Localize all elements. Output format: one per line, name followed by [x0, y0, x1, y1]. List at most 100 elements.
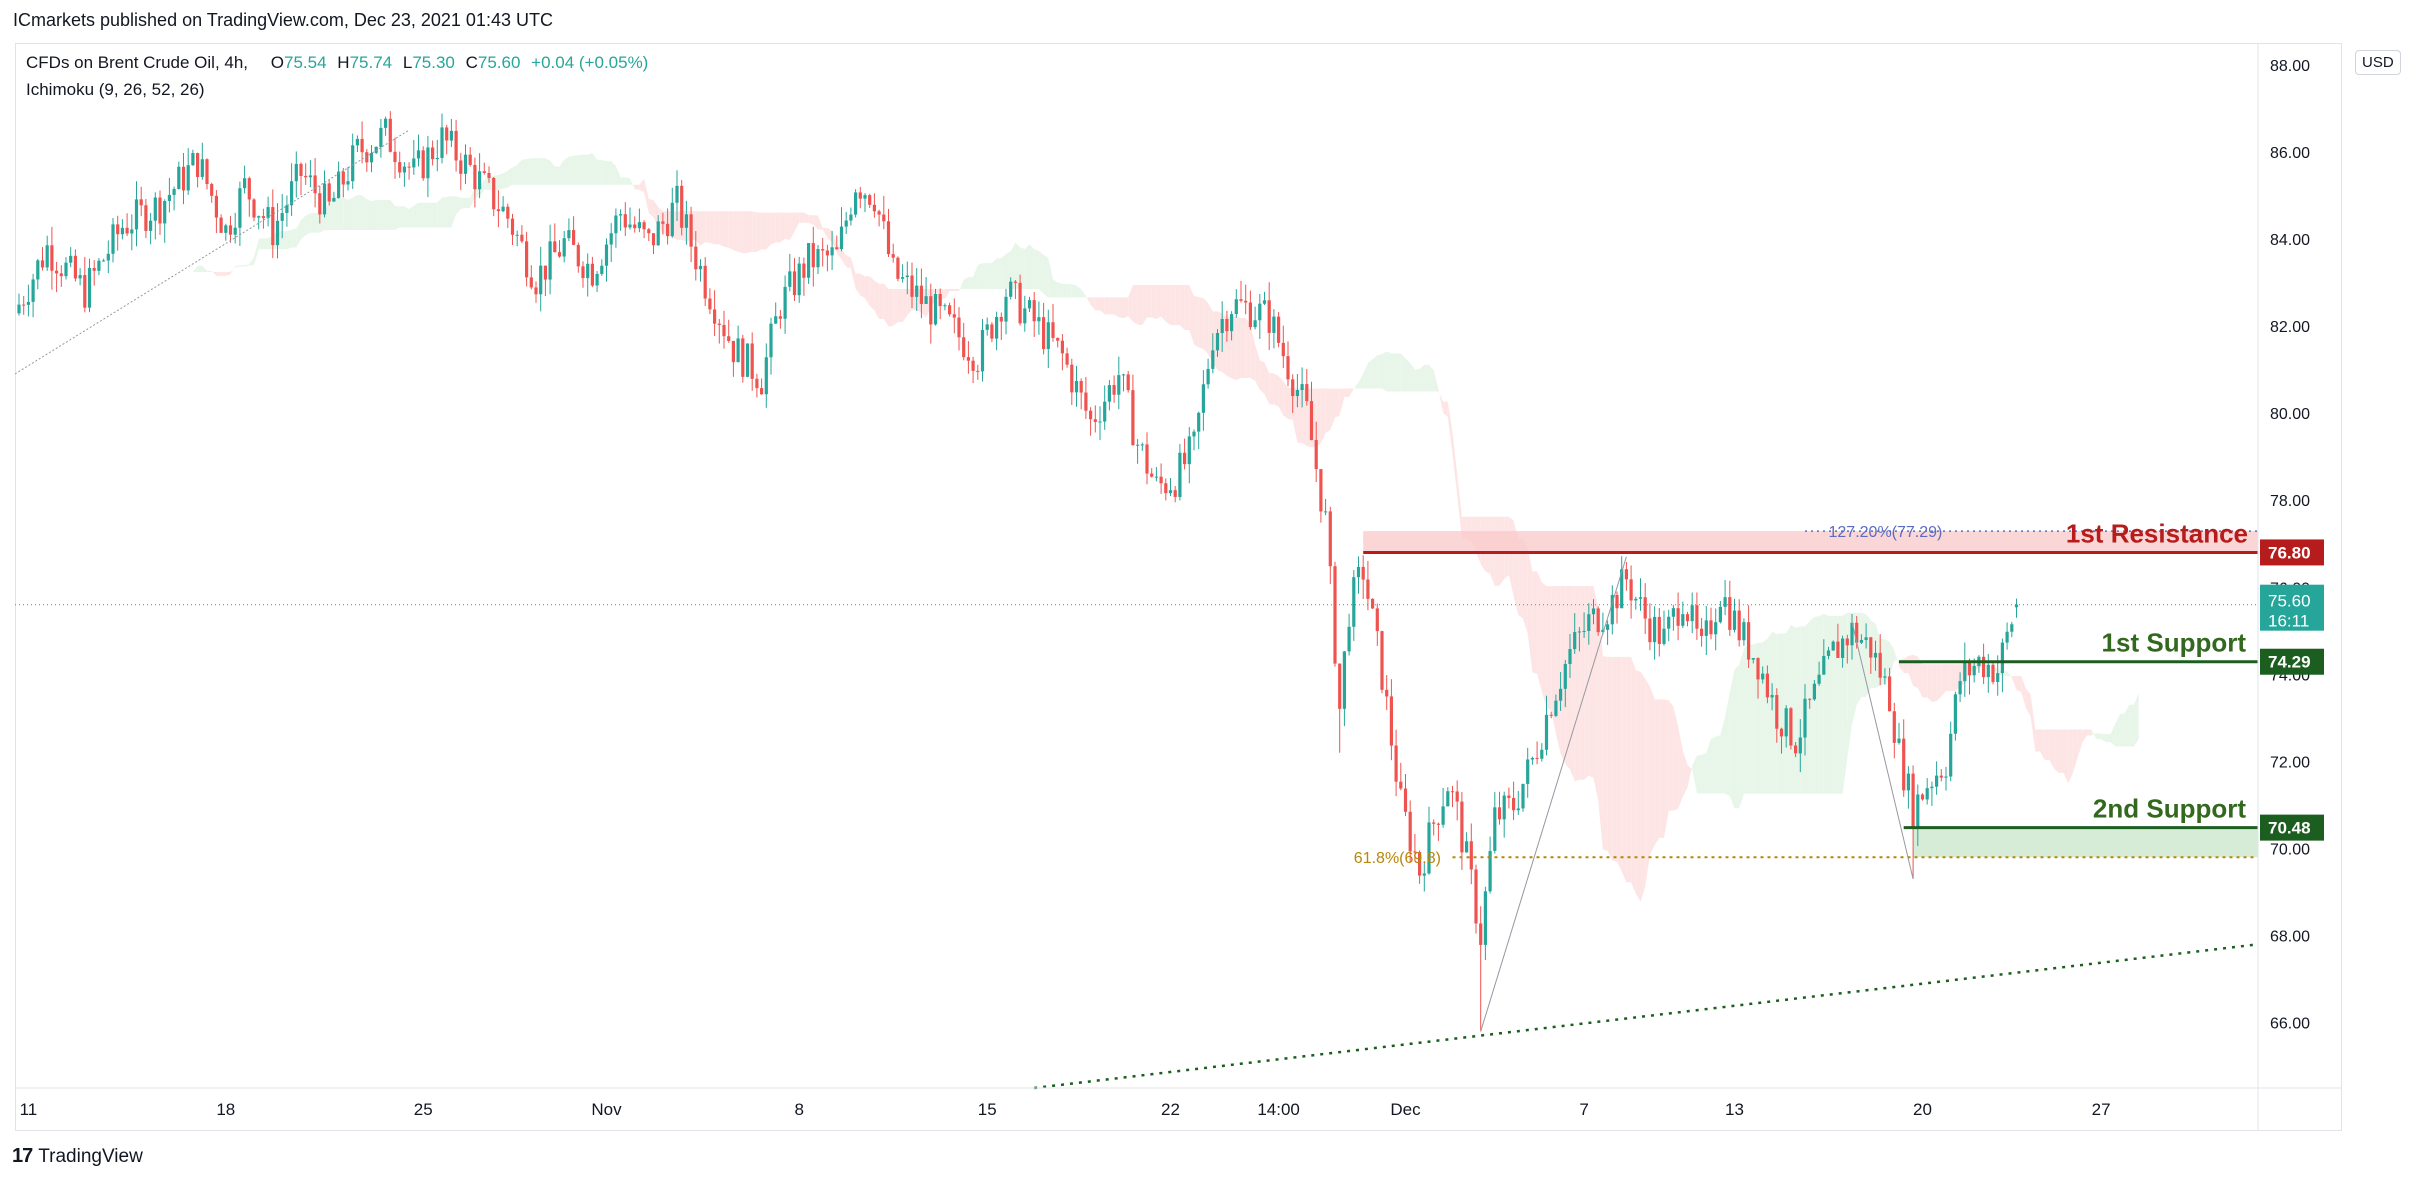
candle-body — [1098, 421, 1102, 423]
candle-body — [1845, 638, 1849, 646]
candle-body — [1136, 444, 1140, 446]
candle-body — [1145, 444, 1149, 474]
ichimoku-cloud-segment — [841, 248, 847, 268]
candle-body — [186, 165, 190, 191]
candle-body — [1206, 368, 1210, 385]
ichimoku-cloud-segment — [700, 211, 706, 246]
fib-127-label: 127.20%(77.29) — [1829, 524, 1943, 541]
last-price-countdown: 16:11 — [2268, 612, 2309, 631]
symbol-name: CFDs on Brent Crude Oil, 4h, — [26, 53, 249, 72]
ichimoku-cloud-segment — [1457, 473, 1462, 539]
candle-body — [1286, 356, 1290, 380]
ichimoku-cloud-segment — [1410, 362, 1415, 392]
candle-body — [271, 207, 275, 246]
candle-body — [877, 211, 881, 215]
candle-body — [196, 153, 200, 177]
ichimoku-cloud-segment — [568, 155, 574, 185]
candle-body — [1549, 714, 1553, 716]
ichimoku-cloud-segment — [225, 272, 231, 276]
candle-body — [1591, 608, 1596, 615]
candle-body — [149, 220, 153, 231]
ichimoku-cloud-segment — [1678, 726, 1683, 809]
candle-body — [1013, 281, 1017, 283]
ichimoku-cloud-segment — [2068, 729, 2073, 784]
ichimoku-cloud-segment — [1631, 656, 1636, 894]
candle-body — [1460, 801, 1464, 853]
ichimoku-cloud-segment — [230, 266, 236, 275]
ichimoku-cloud-segment — [2077, 729, 2083, 758]
ichimoku-cloud-segment — [2129, 704, 2134, 747]
ichimoku-cloud-segment — [1551, 586, 1556, 734]
candle-body — [999, 316, 1003, 322]
candle-body — [1563, 663, 1567, 689]
candle-body — [87, 267, 92, 308]
ichimoku-cloud-segment — [1739, 648, 1744, 809]
candle-body — [1309, 401, 1314, 440]
indicator-legend[interactable]: Ichimoku (9, 26, 52, 26) — [26, 80, 205, 99]
candle-body — [318, 193, 322, 215]
candle-body — [802, 263, 806, 278]
candle-body — [1911, 773, 1915, 829]
candle-body — [619, 214, 623, 216]
ichimoku-cloud-segment — [808, 215, 814, 225]
support-2-tag-label: 70.48 — [2268, 819, 2311, 838]
candle-body — [1526, 759, 1530, 784]
ichimoku-cloud-segment — [446, 196, 452, 228]
ichimoku-cloud-segment — [747, 211, 753, 254]
candle-body — [351, 145, 355, 182]
ichimoku-cloud-segment — [1833, 615, 1838, 794]
price-chart[interactable]: 61.8%(69.8) 127.20%(77.29) 1st Resistance 1… — [15, 43, 2342, 1131]
candle-body — [1601, 629, 1605, 633]
candle-body — [731, 340, 735, 363]
ichimoku-cloud-segment — [498, 173, 504, 190]
candle-body — [713, 309, 717, 324]
candle-body — [1737, 610, 1741, 641]
ichimoku-cloud-segment — [742, 211, 748, 254]
candle-body — [797, 263, 801, 296]
candle-body — [1577, 631, 1581, 633]
candle-body — [369, 152, 374, 163]
currency-button[interactable]: USD — [2355, 50, 2401, 75]
candle-body — [924, 296, 928, 304]
ichimoku-cloud-segment — [766, 212, 771, 250]
ichimoku-cloud-segment — [1198, 296, 1204, 350]
ichimoku-cloud-segment — [427, 202, 433, 228]
candle-body — [1403, 788, 1408, 812]
candle-body — [1159, 476, 1163, 484]
support-1-tag — [2260, 648, 2324, 675]
candle-body — [929, 296, 933, 325]
candle-body — [1681, 614, 1685, 626]
candle-body — [1535, 757, 1539, 759]
ichimoku-cloud-segment — [977, 263, 983, 290]
ichimoku-cloud-segment — [982, 263, 988, 290]
candle-body — [473, 164, 477, 190]
candle-body — [1751, 658, 1755, 660]
candle-body — [741, 338, 745, 377]
candle-body — [1761, 673, 1765, 680]
time-tick-label: Nov — [591, 1100, 622, 1119]
candle-body — [698, 265, 703, 270]
candle-body — [167, 194, 171, 201]
candle-body — [1794, 745, 1798, 754]
candle-body — [1089, 410, 1093, 420]
ichimoku-cloud-segment — [1523, 538, 1528, 634]
ichimoku-cloud-segment — [874, 280, 880, 319]
candle-body — [590, 263, 594, 286]
candle-body — [1831, 641, 1835, 651]
ichimoku-cloud-segment — [2016, 676, 2022, 692]
ichimoku-cloud-segment — [1931, 664, 1937, 702]
ichimoku-cloud-segment — [2030, 694, 2036, 752]
ichimoku-cloud-segment — [2063, 729, 2069, 784]
candle-body — [17, 304, 21, 314]
ichimoku-cloud-segment — [1001, 253, 1006, 290]
ichimoku-cloud-segment — [592, 152, 598, 185]
candle-body — [990, 324, 994, 339]
candle-body — [379, 127, 383, 147]
candle-body — [1836, 641, 1840, 658]
ichimoku-cloud-segment — [2011, 676, 2017, 691]
ichimoku-cloud-segment — [1588, 586, 1594, 778]
candle-body — [543, 265, 547, 280]
candle-body — [247, 178, 251, 200]
candle-body — [952, 314, 956, 318]
ichimoku-cloud-segment — [1701, 752, 1707, 794]
